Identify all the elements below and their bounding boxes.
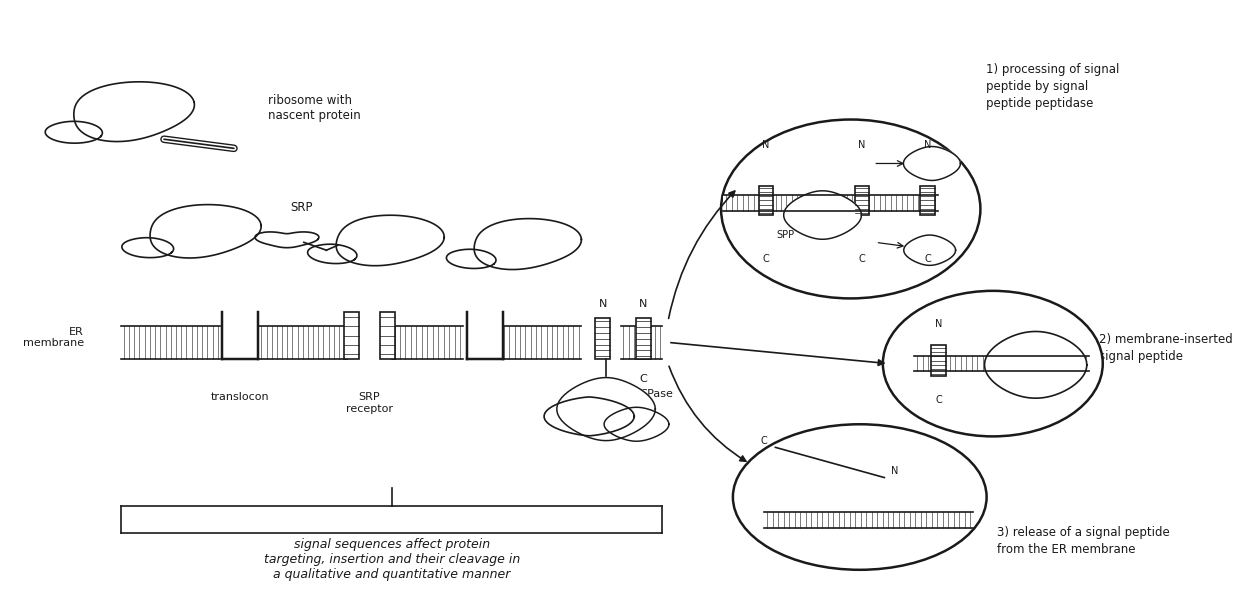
Text: ER
membrane: ER membrane [22, 327, 84, 348]
Polygon shape [474, 218, 582, 269]
Text: C: C [935, 395, 942, 405]
Bar [392, 326, 463, 359]
Bar [343, 312, 358, 359]
Polygon shape [150, 204, 262, 258]
Polygon shape [446, 249, 496, 269]
Bar [914, 356, 1089, 371]
Bar [920, 186, 935, 215]
Text: N: N [599, 299, 606, 308]
Text: 2) membrane-inserted
signal peptide: 2) membrane-inserted signal peptide [1099, 334, 1233, 364]
Polygon shape [45, 121, 103, 143]
Text: C: C [858, 255, 866, 264]
Bar [122, 326, 221, 359]
Text: N: N [858, 140, 866, 151]
Bar [723, 195, 937, 211]
Bar [854, 186, 869, 215]
Polygon shape [985, 332, 1086, 398]
Polygon shape [904, 235, 956, 266]
Bar [467, 312, 503, 359]
Polygon shape [904, 146, 961, 181]
Polygon shape [544, 397, 634, 436]
Text: N: N [763, 140, 770, 151]
Polygon shape [122, 237, 174, 258]
Text: N: N [935, 319, 942, 329]
Bar [595, 318, 610, 359]
Bar [379, 312, 394, 359]
Polygon shape [336, 215, 444, 266]
Text: C: C [760, 436, 768, 446]
Polygon shape [308, 244, 357, 264]
Ellipse shape [733, 424, 987, 570]
Bar [621, 326, 662, 359]
Bar [799, 499, 835, 528]
Text: N: N [892, 466, 899, 476]
Text: N: N [924, 140, 931, 151]
Text: SRP
receptor: SRP receptor [346, 392, 393, 414]
Text: C: C [763, 255, 770, 264]
Bar [636, 318, 651, 359]
Polygon shape [74, 82, 195, 141]
Ellipse shape [883, 291, 1102, 436]
Text: 1) processing of signal
peptide by signal
peptide peptidase: 1) processing of signal peptide by signa… [986, 63, 1120, 110]
Text: C: C [640, 374, 647, 384]
Ellipse shape [722, 119, 981, 299]
Text: signal sequences affect protein
targeting, insertion and their cleavage in
a qua: signal sequences affect protein targetin… [264, 539, 520, 581]
Text: C: C [924, 255, 931, 264]
Text: SRP: SRP [290, 201, 312, 214]
Polygon shape [557, 378, 655, 441]
Text: SPP: SPP [776, 230, 795, 240]
Bar [765, 512, 973, 528]
Bar [759, 186, 774, 215]
Text: ribosome with
nascent protein: ribosome with nascent protein [268, 94, 361, 122]
Text: N: N [639, 299, 647, 308]
Text: translocon: translocon [211, 392, 269, 403]
Polygon shape [784, 191, 862, 239]
Bar [931, 345, 946, 376]
Bar [222, 312, 258, 359]
Bar [501, 326, 582, 359]
Bar [259, 326, 347, 359]
Text: 3) release of a signal peptide
from the ER membrane: 3) release of a signal peptide from the … [997, 526, 1171, 556]
Polygon shape [604, 407, 668, 441]
Text: SPase: SPase [640, 389, 673, 400]
Polygon shape [255, 232, 319, 248]
